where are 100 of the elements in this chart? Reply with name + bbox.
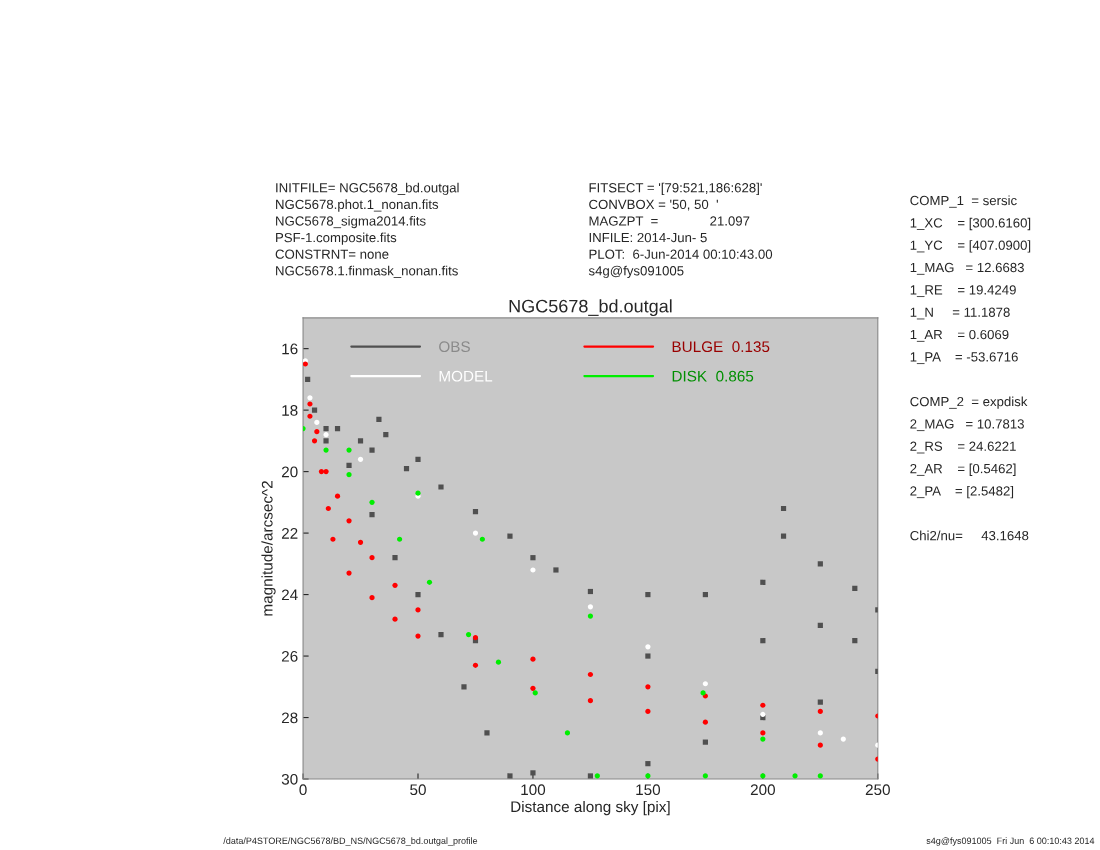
point bbox=[334, 493, 341, 499]
point bbox=[369, 447, 375, 453]
point bbox=[840, 736, 846, 742]
point bbox=[702, 739, 708, 745]
point bbox=[323, 432, 329, 438]
point bbox=[426, 579, 433, 585]
point bbox=[383, 432, 389, 438]
point bbox=[530, 555, 536, 561]
point bbox=[438, 484, 444, 490]
text: INITFILE= NGC5678_bd.outgal NGC5678.phot.1_nonan.fits NGC5678_sigma2014.fits PSF-1.composite.fits CONSTRNT= none NGC5678.1.finmask_nonan.fits bbox=[275, 182, 459, 278]
point bbox=[472, 508, 479, 515]
point bbox=[346, 472, 352, 478]
point bbox=[760, 579, 766, 585]
x-tick-label: 50 bbox=[410, 784, 426, 796]
point bbox=[415, 607, 421, 613]
legend-label: BULGE 0.135 bbox=[672, 341, 770, 353]
point bbox=[817, 742, 823, 748]
point bbox=[587, 773, 594, 779]
point bbox=[530, 567, 536, 573]
point bbox=[346, 462, 352, 469]
point bbox=[325, 505, 331, 512]
point bbox=[357, 539, 364, 545]
point bbox=[314, 429, 320, 435]
point bbox=[369, 499, 375, 505]
legend-label: OBS bbox=[439, 341, 470, 353]
y-tick-label: 22 bbox=[281, 527, 298, 539]
point bbox=[817, 730, 823, 736]
point bbox=[330, 536, 336, 542]
point bbox=[587, 613, 594, 619]
chart-title: NGC5678_bd.outgal bbox=[509, 299, 672, 317]
point bbox=[645, 761, 651, 767]
point bbox=[817, 708, 823, 714]
point bbox=[530, 656, 536, 662]
point bbox=[702, 719, 708, 725]
point bbox=[403, 465, 410, 472]
point bbox=[553, 567, 559, 573]
point bbox=[307, 395, 313, 401]
point bbox=[392, 555, 398, 561]
point bbox=[465, 631, 472, 638]
point bbox=[307, 413, 313, 419]
point bbox=[645, 684, 651, 690]
text: /data/P4STORE/NGC5678/BD_NS/NGC5678_bd.outgal_profile bbox=[223, 837, 478, 846]
point bbox=[369, 595, 375, 601]
point bbox=[484, 730, 490, 736]
point bbox=[311, 438, 318, 444]
point bbox=[357, 438, 364, 444]
point bbox=[852, 638, 858, 644]
text: s4g@fys091005 Fri Jun 6 00:10:43 2014 bbox=[926, 837, 1095, 846]
point bbox=[530, 685, 536, 691]
point bbox=[392, 616, 398, 622]
point bbox=[530, 770, 536, 776]
point bbox=[334, 425, 341, 432]
point bbox=[323, 447, 329, 453]
point bbox=[817, 622, 823, 628]
point bbox=[323, 425, 329, 432]
point bbox=[397, 536, 403, 542]
point bbox=[760, 730, 766, 736]
point bbox=[305, 376, 311, 382]
point bbox=[357, 456, 364, 462]
point bbox=[587, 588, 594, 595]
point bbox=[852, 585, 858, 592]
point bbox=[645, 644, 651, 650]
point bbox=[645, 708, 651, 714]
point bbox=[376, 416, 382, 422]
point bbox=[564, 730, 571, 736]
point bbox=[479, 536, 485, 542]
y-tick-label: 26 bbox=[281, 650, 298, 662]
point bbox=[760, 702, 766, 708]
point bbox=[594, 773, 600, 779]
point bbox=[587, 698, 594, 704]
text: COMP_1 = sersic 1_XC = [300.6160] 1_YC = [407.0900] 1_MAG = 12.6683 1_RE = 19.4249 1_N = 11.1878 1_AR = 0.6069 1_PA = -53.6716 COMP_2 = expdisk 2_MAG = 10.7813 2_RS = 24.6221 2_AR = [0.5462] 2_PA = [2.5482] Chi2/nu= 43.1648 bbox=[910, 195, 1031, 541]
point bbox=[780, 505, 787, 512]
x-tick-label: 200 bbox=[750, 784, 775, 796]
x-tick-label: 0 bbox=[299, 784, 307, 796]
point bbox=[507, 533, 513, 539]
x-axis-title: Distance along sky [pix] bbox=[511, 800, 670, 816]
point bbox=[323, 438, 329, 444]
x-tick-label: 100 bbox=[521, 784, 546, 796]
point bbox=[311, 407, 318, 413]
point bbox=[495, 659, 502, 665]
point bbox=[415, 591, 421, 598]
point bbox=[645, 653, 651, 659]
point bbox=[369, 512, 375, 518]
x-tick-label: 250 bbox=[865, 784, 890, 796]
y-tick-label: 28 bbox=[281, 712, 298, 724]
x-tick-label: 150 bbox=[636, 784, 661, 796]
point bbox=[532, 690, 538, 696]
point bbox=[307, 401, 313, 407]
y-tick-label: 16 bbox=[282, 343, 298, 355]
point bbox=[346, 518, 352, 524]
point bbox=[702, 591, 708, 598]
point bbox=[318, 469, 325, 475]
point bbox=[587, 604, 594, 610]
point bbox=[369, 555, 375, 561]
legend-label: DISK 0.865 bbox=[672, 370, 754, 382]
text: FITSECT = '[79:521,186:628]' CONVBOX = '50, 50 ' MAGZPT = 21.097 INFILE: 2014-Jun- 5 PLOT: 6-Jun-2014 00:10:43.00 s4g@fys091005 bbox=[588, 182, 773, 279]
y-tick-label: 18 bbox=[282, 404, 298, 416]
y-axis-title: magnitude/arcsec^2 bbox=[261, 481, 276, 616]
point bbox=[314, 419, 320, 426]
point bbox=[507, 773, 513, 779]
